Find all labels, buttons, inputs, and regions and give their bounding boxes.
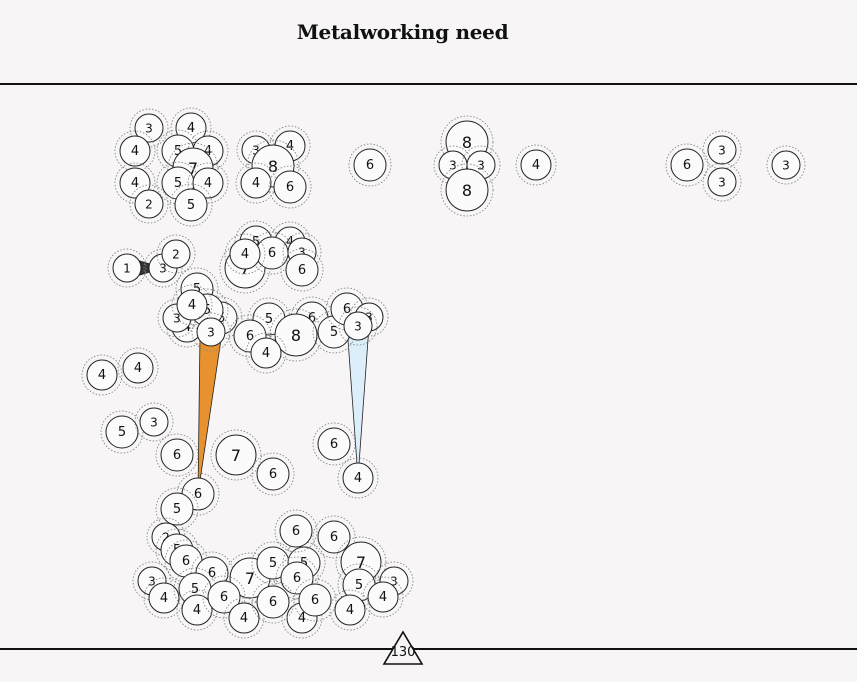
node-value: 4 — [241, 247, 249, 262]
node-value: 6 — [182, 554, 190, 569]
node-q24[interactable]: 4 — [330, 590, 370, 630]
node-l1[interactable]: 4 — [82, 355, 122, 395]
node-value: 3 — [354, 320, 362, 334]
node-value: 4 — [134, 361, 142, 376]
node-value: 4 — [262, 346, 270, 361]
node-value: 6 — [286, 180, 294, 195]
node-e1[interactable]: 4 — [516, 145, 556, 185]
node-value: 4 — [193, 603, 201, 618]
node-h1[interactable]: 1 — [108, 249, 146, 287]
node-value: 8 — [291, 326, 301, 345]
node-value: 6 — [268, 246, 276, 261]
link-k9-o2 — [347, 326, 369, 478]
node-value: 8 — [462, 181, 472, 200]
node-o2[interactable]: 4 — [338, 458, 378, 498]
node-value: 4 — [354, 471, 362, 486]
node-value: 3 — [782, 159, 790, 173]
node-c1[interactable]: 6 — [349, 144, 391, 186]
node-value: 4 — [252, 176, 260, 191]
node-value: 5 — [269, 556, 277, 571]
node-value: 3 — [718, 176, 726, 190]
node-value: 6 — [208, 566, 216, 581]
budget-value: 130 — [382, 645, 424, 660]
node-value: 3 — [145, 122, 153, 136]
node-value: 4 — [187, 121, 195, 136]
node-n2[interactable]: 7 — [211, 430, 261, 480]
node-value: 4 — [188, 298, 196, 313]
node-value: 6 — [311, 593, 319, 608]
node-b4[interactable]: 4 — [236, 163, 276, 203]
top-divider — [0, 83, 857, 85]
node-value: 6 — [366, 158, 374, 173]
bottom-divider — [0, 648, 857, 650]
node-n3[interactable]: 6 — [252, 453, 294, 495]
node-value: 6 — [293, 571, 301, 586]
node-value: 6 — [292, 524, 300, 539]
node-value: 6 — [298, 263, 306, 278]
node-value: 7 — [231, 446, 241, 465]
node-value: 5 — [265, 312, 273, 327]
node-value: 6 — [330, 530, 338, 545]
node-value: 6 — [269, 467, 277, 482]
node-f1[interactable]: 6 — [666, 144, 708, 186]
node-value: 5 — [187, 198, 195, 213]
node-value: 5 — [118, 425, 126, 440]
node-value: 3 — [150, 416, 158, 430]
node-value: 5 — [173, 502, 181, 517]
node-value: 8 — [268, 157, 278, 176]
node-value: 4 — [532, 158, 540, 173]
node-value: 6 — [194, 487, 202, 502]
node-value: 2 — [145, 198, 153, 212]
node-value: 6 — [683, 158, 691, 173]
node-n1[interactable]: 6 — [156, 434, 198, 476]
node-value: 4 — [204, 176, 212, 191]
link-j7-p1 — [198, 331, 222, 494]
node-value: 6 — [330, 437, 338, 452]
node-value: 3 — [207, 326, 215, 340]
node-value: 4 — [346, 603, 354, 618]
node-value: 4 — [160, 591, 168, 606]
node-value: 6 — [173, 448, 181, 463]
node-m1[interactable]: 5 — [101, 411, 143, 453]
node-value: 4 — [131, 144, 139, 159]
node-value: 1 — [123, 262, 131, 276]
node-value: 5 — [174, 176, 182, 191]
node-f2[interactable]: 3 — [703, 131, 741, 169]
node-l2[interactable]: 4 — [118, 348, 158, 388]
node-value: 2 — [172, 248, 180, 262]
node-a3[interactable]: 4 — [115, 131, 155, 171]
node-m2[interactable]: 3 — [135, 403, 173, 441]
node-value: 3 — [718, 144, 726, 158]
node-value: 4 — [240, 611, 248, 626]
node-value: 4 — [379, 590, 387, 605]
node-value: 4 — [98, 368, 106, 383]
node-value: 6 — [269, 595, 277, 610]
node-o1[interactable]: 6 — [313, 423, 355, 465]
node-q14[interactable]: 6 — [275, 510, 317, 552]
node-value: 6 — [246, 329, 254, 344]
node-value: 6 — [220, 590, 228, 605]
node-g1[interactable]: 3 — [767, 146, 805, 184]
node-f3[interactable]: 3 — [703, 163, 741, 201]
budget-badge: 130 — [382, 630, 424, 666]
